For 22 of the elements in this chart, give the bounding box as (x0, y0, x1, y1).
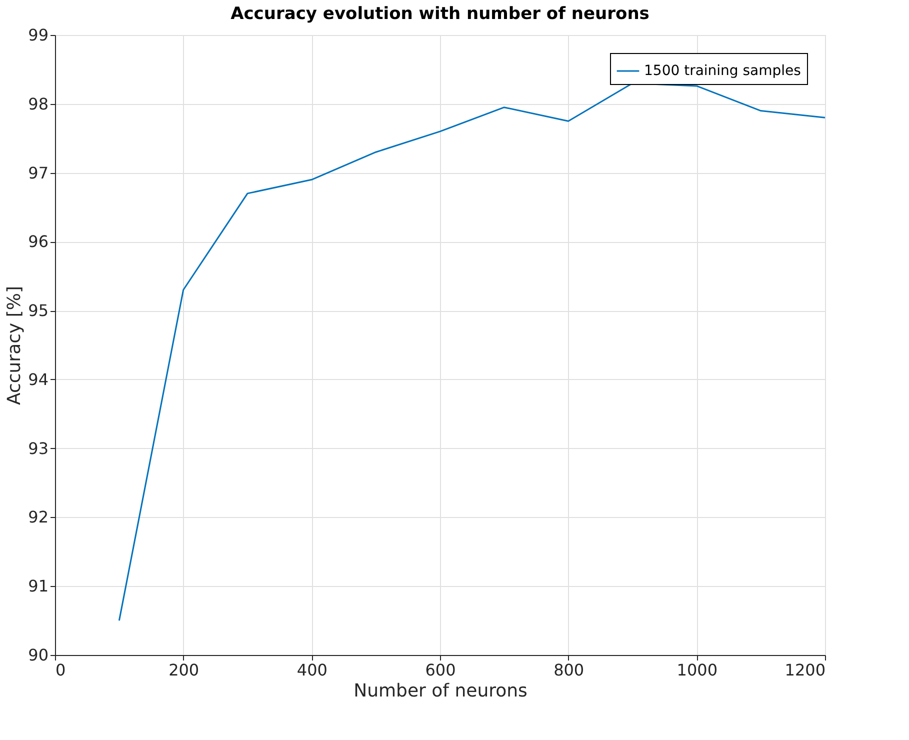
legend-label: 1500 training samples (644, 63, 801, 79)
y-tick-label: 93 (28, 438, 48, 458)
x-tick-label: 800 (554, 660, 584, 680)
x-tick-label: 0 (56, 660, 66, 680)
y-tick-label: 90 (28, 646, 48, 664)
y-tick-label: 94 (28, 370, 48, 389)
y-tick-label: 92 (28, 508, 48, 527)
chart-title: Accuracy evolution with number of neurons (230, 4, 650, 24)
x-tick-label: 1200 (784, 660, 826, 680)
x-tick-label: 600 (425, 660, 456, 680)
x-tick-label: 400 (296, 660, 328, 680)
x-tick-label: 1000 (676, 660, 718, 680)
y-tick-label: 97 (28, 163, 48, 182)
y-tick-label: 99 (28, 26, 48, 44)
y-tick-label: 96 (28, 232, 48, 252)
x-tick-label: 200 (168, 660, 200, 680)
y-axis-title: Accuracy [%] (4, 286, 26, 406)
line-series (118, 82, 826, 622)
y-tick-label: 98 (28, 94, 48, 114)
y-tick-label: 95 (28, 301, 48, 320)
x-axis-title: Number of neurons (354, 680, 528, 702)
y-tick-label: 91 (28, 576, 48, 596)
